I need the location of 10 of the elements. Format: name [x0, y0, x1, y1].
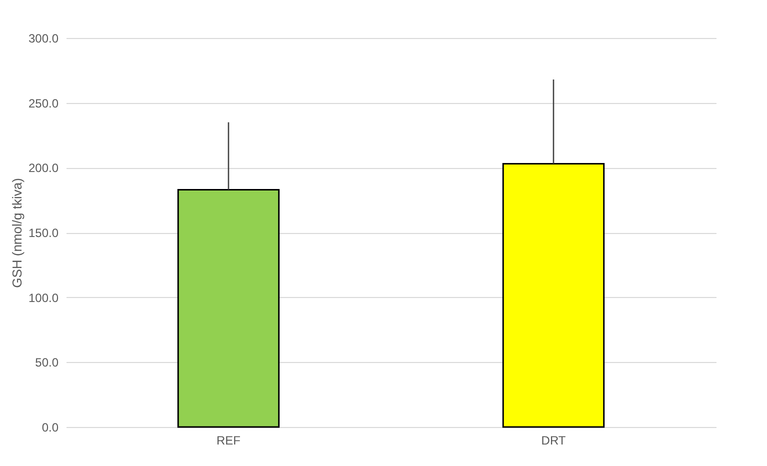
- y-tick-label: 200.0: [28, 161, 59, 176]
- y-tick-label: 50.0: [35, 356, 59, 370]
- y-axis-title: GSH (nmol/g tkiva): [9, 178, 24, 288]
- x-tick-label: REF: [216, 434, 240, 448]
- y-tick-label: 0.0: [42, 420, 59, 434]
- y-tick-label: 100.0: [28, 290, 59, 305]
- x-tick-label: DRT: [541, 434, 566, 448]
- y-tick-label: 250.0: [28, 96, 59, 110]
- y-tick-label: 300.0: [28, 32, 59, 46]
- y-tick-label: 150.0: [28, 226, 59, 240]
